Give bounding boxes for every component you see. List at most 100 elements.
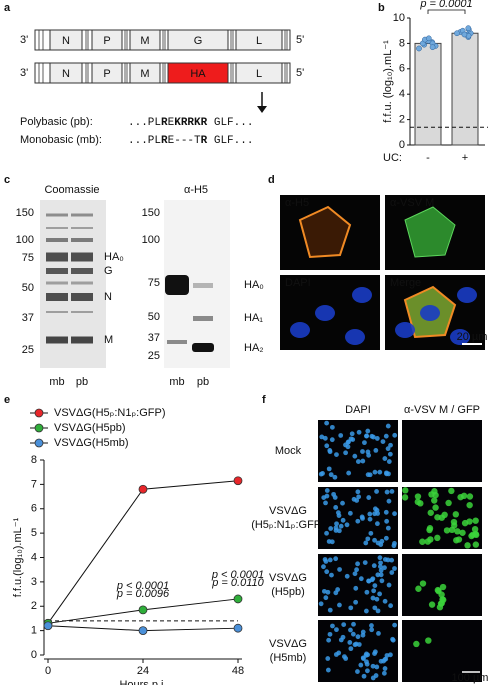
cell (431, 497, 438, 504)
cell (384, 489, 390, 495)
cell (461, 519, 469, 527)
segment-label: M (140, 35, 149, 47)
micrograph (402, 420, 482, 482)
cell (379, 578, 385, 584)
bar (451, 32, 479, 146)
gel-band (71, 281, 93, 285)
cell (383, 433, 389, 439)
cell (392, 511, 397, 517)
data-point (425, 35, 432, 42)
segment-label: L (256, 68, 262, 80)
nucleus (450, 329, 470, 345)
column-header: α-VSV M / GFP (404, 404, 480, 416)
cell (344, 573, 350, 579)
cell (372, 469, 378, 475)
cell (334, 521, 339, 527)
cell (375, 572, 381, 578)
cell (346, 470, 352, 476)
nucleus (345, 329, 365, 345)
cell (365, 449, 371, 455)
cell (374, 596, 380, 602)
column-header: DAPI (345, 404, 371, 416)
cell (349, 431, 355, 437)
cell (362, 440, 367, 446)
sequence: ...PLRE---TR GLF... (128, 135, 253, 147)
data-point (429, 44, 436, 51)
scale-bar-label: 20 µm (457, 331, 488, 343)
cell (326, 466, 332, 472)
cell (348, 646, 354, 652)
cell (324, 493, 330, 499)
data-point (233, 476, 243, 486)
cell (426, 526, 433, 534)
y-tick-label: 2 (31, 600, 37, 612)
genome-end: 3' (20, 34, 28, 46)
band-label: M (104, 334, 113, 346)
y-tick-label: 0 (399, 139, 405, 151)
cell (445, 499, 452, 507)
x-tick-label: 48 (232, 665, 244, 677)
cell (365, 652, 371, 658)
cell (371, 588, 377, 594)
cell (372, 537, 377, 543)
micrograph-label: α-H5 (285, 197, 309, 209)
scale-bar-label: 100 µm (452, 672, 489, 684)
y-tick-label: 10 (393, 12, 405, 24)
marker-label: 25 (148, 350, 160, 362)
cell (389, 557, 395, 563)
y-tick-label: 3 (31, 576, 37, 588)
x-tick-label: + (462, 152, 468, 164)
cell-stain (404, 206, 456, 258)
marker-label: 100 (142, 234, 160, 246)
cell (331, 491, 337, 497)
gel-band (71, 238, 93, 242)
cell (343, 442, 348, 448)
gel-band (71, 252, 93, 262)
cell (324, 569, 330, 575)
cell (413, 640, 420, 648)
cell (375, 608, 381, 614)
sequence-part: R (161, 117, 168, 129)
cell (370, 576, 376, 582)
nucleus (457, 287, 477, 303)
genome-segment (167, 29, 229, 51)
cell (364, 433, 370, 439)
cell (368, 530, 374, 536)
cell (386, 582, 392, 588)
y-tick-label: 6 (31, 503, 37, 515)
cell (369, 623, 374, 628)
cell (365, 472, 371, 478)
genome-segment (167, 62, 229, 84)
segment-label: L (256, 35, 262, 47)
cell (419, 538, 426, 545)
cell (367, 516, 373, 522)
cell (324, 420, 330, 426)
row-label: (H5ₚ:N1ₚ:GFP) (251, 519, 325, 531)
cell (378, 542, 384, 547)
significance-label: p = 0.0096 (116, 588, 170, 600)
cell (466, 493, 474, 500)
cell (337, 567, 342, 572)
cell (370, 663, 376, 669)
cell (338, 523, 344, 529)
cell (327, 607, 333, 613)
cell (336, 513, 342, 518)
gel-band (46, 252, 68, 262)
cell (385, 446, 391, 452)
marker-label: 75 (22, 252, 34, 264)
cell (324, 488, 330, 493)
cell (382, 456, 388, 461)
cell (332, 474, 338, 480)
cell (333, 505, 339, 510)
sequence-part: GLF... (207, 135, 253, 147)
cell (347, 640, 353, 645)
cell (362, 560, 368, 566)
data-point (465, 25, 472, 32)
segment-label: N (62, 68, 70, 80)
cell (378, 564, 383, 569)
cell (352, 453, 358, 459)
cell (427, 509, 434, 516)
nucleus (420, 305, 440, 321)
segment-label: P (103, 35, 110, 47)
y-tick-label: 2 (399, 114, 405, 126)
